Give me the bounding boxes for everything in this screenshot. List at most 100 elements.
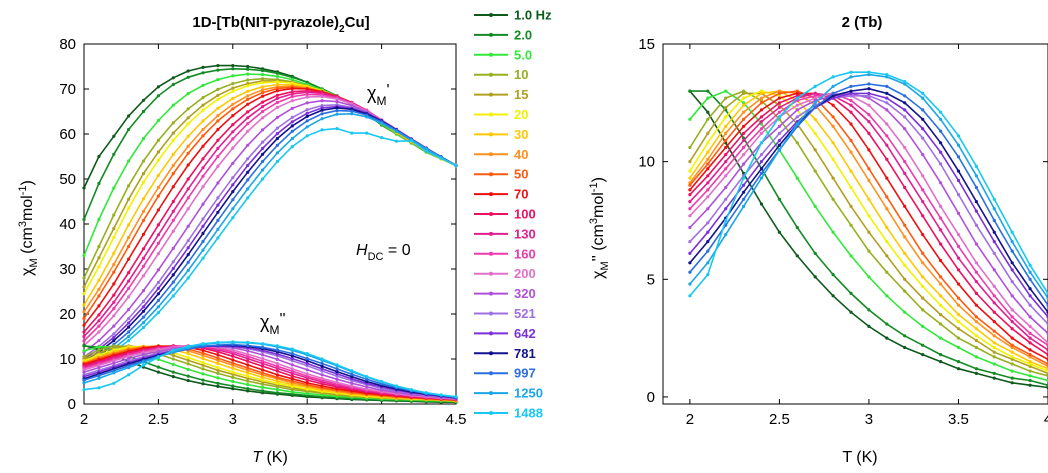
chi-dprime-series-point — [759, 171, 764, 175]
chi-dprime-series-point — [246, 343, 250, 348]
chi-dprime-series-point — [1028, 277, 1032, 281]
chi-prime-series-point — [290, 115, 294, 119]
chi-dprime-series-point — [275, 373, 279, 377]
chi-dprime-series-point — [1028, 331, 1032, 335]
chi-prime-series-point — [261, 168, 265, 172]
chi-prime-series-point — [141, 109, 146, 114]
legend-label: 160 — [514, 246, 536, 261]
chi-prime-series-point — [82, 276, 86, 280]
x-tick-label: 3.5 — [948, 411, 969, 428]
chi-prime-series-point — [82, 316, 86, 321]
chi-prime-series-point — [275, 100, 279, 105]
chi-dprime-series-point — [231, 366, 235, 370]
chi-dprime-series-point — [759, 202, 764, 206]
chi-dprime-series-point — [365, 387, 369, 391]
chi-dprime-series-point — [992, 294, 996, 298]
chi-dprime-series-point — [171, 348, 175, 352]
chi-dprime-series-point — [992, 320, 996, 324]
chi-prime-series-point — [97, 304, 101, 308]
chi-prime-series-point — [171, 266, 175, 271]
chi-prime-series-point — [97, 287, 101, 291]
chi-prime-series-point — [216, 227, 220, 231]
chi-dprime-series-point — [1010, 261, 1014, 265]
chi-dprime-series-point — [742, 124, 746, 128]
chi-prime-series-point — [201, 256, 205, 260]
chi-dprime-series-point — [885, 122, 889, 126]
chi-dprime-series-point — [992, 341, 996, 345]
chi-dprime-series-point — [1028, 353, 1032, 357]
chi-prime-series-point — [231, 183, 235, 187]
chi-dprime-series-point — [795, 91, 799, 95]
y-tick-label: 40 — [59, 216, 76, 233]
chi-dprime-series-point — [867, 148, 871, 152]
chi-prime-series-point — [275, 115, 279, 119]
chi-dprime-series-point — [216, 340, 220, 344]
chi-prime-series-point — [186, 91, 190, 96]
chi-dprime-series-point — [112, 361, 116, 365]
chi-dprime-series-point — [867, 113, 871, 117]
chi-dprime-series-point — [216, 356, 220, 360]
chi-dprime-series-point — [813, 204, 817, 208]
chi-dprime-series-point — [992, 197, 996, 201]
chi-dprime-series-point — [974, 355, 979, 359]
chi-prime-series-point — [261, 105, 265, 109]
chi-dprime-series-point — [171, 357, 175, 361]
chi-prime-series-point — [275, 87, 279, 91]
legend-swatch-marker — [489, 132, 493, 137]
chi-dprime-series-point — [688, 225, 692, 230]
chi-dprime-series-point — [974, 345, 979, 350]
chi-prime-series-point — [216, 114, 220, 118]
chi-dprime-series-point — [956, 134, 961, 138]
chi-prime-series-point — [127, 286, 131, 290]
chi-dprime-series-point — [706, 188, 710, 192]
chi-dprime-series-point — [777, 96, 782, 100]
chi-dprime-series-point — [724, 131, 728, 135]
chi-dprime-series-point — [742, 197, 746, 201]
legend-swatch-marker — [489, 13, 493, 17]
chi-prime-series-point — [82, 285, 86, 289]
legend-label: 30 — [514, 127, 528, 142]
right-series-group — [688, 70, 1048, 390]
chi-dprime-series-point — [186, 374, 190, 378]
chi-dprime-series-point — [350, 377, 354, 381]
chi-prime-series-point — [201, 166, 205, 170]
chi-dprime-series-point — [759, 101, 764, 105]
chi-dprime-series-point — [231, 363, 235, 367]
chi-dprime-series-point — [974, 270, 979, 274]
chi-dprime-series-point — [380, 379, 384, 384]
chi-prime-series-point — [141, 321, 146, 325]
chi-prime-series-point — [380, 121, 384, 125]
legend-swatch-marker — [489, 251, 493, 256]
chi-dprime-series-point — [1010, 240, 1014, 244]
chi-prime-series-point — [186, 177, 190, 181]
chi-prime-series-point — [275, 74, 279, 78]
chi-dprime-series-point — [724, 145, 728, 150]
chi-prime-series-point — [156, 208, 160, 212]
chi-dprime-series-point — [1010, 376, 1014, 380]
chi-prime-series-point — [112, 186, 116, 190]
chi-dprime-series-point — [759, 96, 764, 100]
chi-dprime-series-point — [724, 124, 728, 128]
chi-prime-series-point — [82, 253, 86, 258]
chi-prime-series-point — [261, 88, 265, 92]
chi-dprime-series-point — [261, 385, 265, 389]
chi-dprime-series-point — [290, 354, 294, 358]
chi-dprime-series-point — [290, 363, 294, 367]
chi-prime-series-point — [424, 149, 428, 153]
chi-dprime-series-point — [216, 381, 220, 385]
chi-prime-series-point — [186, 268, 190, 272]
chi-prime-series-point — [275, 159, 279, 164]
chi-dprime-series-point — [82, 388, 86, 392]
chi-prime-series-point — [261, 91, 265, 95]
chi-prime-series-point — [127, 223, 131, 227]
chi-prime-series-point — [186, 163, 190, 167]
chi-prime-series-point — [231, 137, 235, 141]
legend-swatch-marker — [489, 351, 493, 356]
chi-prime-series-point — [275, 80, 279, 84]
chi-dprime-series-point — [290, 369, 294, 373]
chi-dprime-series-point — [849, 310, 853, 314]
chi-prime-series-point — [201, 127, 205, 132]
chi-dprime-series-point — [903, 334, 907, 338]
chi-dprime-series-point — [186, 344, 190, 348]
chi-dprime-series-point — [127, 373, 131, 377]
